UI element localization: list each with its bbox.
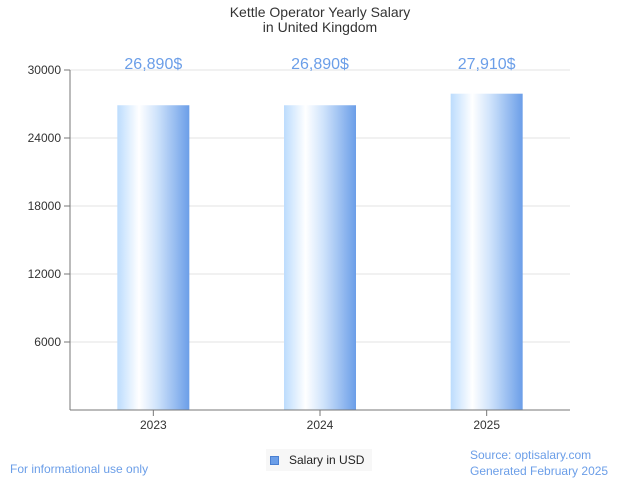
chart-title-line-2: in United Kingdom — [263, 19, 377, 35]
x-tick-label-2025: 2025 — [473, 418, 500, 432]
data-label-2023: 26,890$ — [124, 56, 182, 73]
x-tick-label-2023: 2023 — [140, 418, 167, 432]
y-tick-label: 12000 — [28, 267, 62, 281]
y-tick-label: 18000 — [28, 199, 62, 213]
x-tick-label-2024: 2024 — [307, 418, 334, 432]
source-block: Source: optisalary.com Generated Februar… — [470, 447, 608, 479]
legend-label: Salary in USD — [289, 453, 365, 467]
legend-swatch-icon — [270, 455, 279, 465]
y-tick-label: 30000 — [28, 63, 62, 77]
bar-2025[interactable] — [450, 93, 523, 410]
data-label-2025: 27,910$ — [458, 56, 516, 73]
source-text[interactable]: Source: optisalary.com — [470, 448, 592, 462]
bar-2024[interactable] — [284, 105, 356, 410]
informational-note: For informational use only — [10, 462, 149, 476]
data-label-2024: 26,890$ — [291, 56, 349, 73]
generated-date: Generated February 2025 — [470, 464, 609, 478]
chart-legend[interactable]: Salary in USD — [266, 449, 373, 471]
chart-title-line-1: Kettle Operator Yearly Salary — [230, 4, 411, 20]
y-tick-label: 6000 — [34, 335, 61, 349]
y-tick-label: 24000 — [28, 131, 62, 145]
bar-2023[interactable] — [117, 105, 190, 410]
